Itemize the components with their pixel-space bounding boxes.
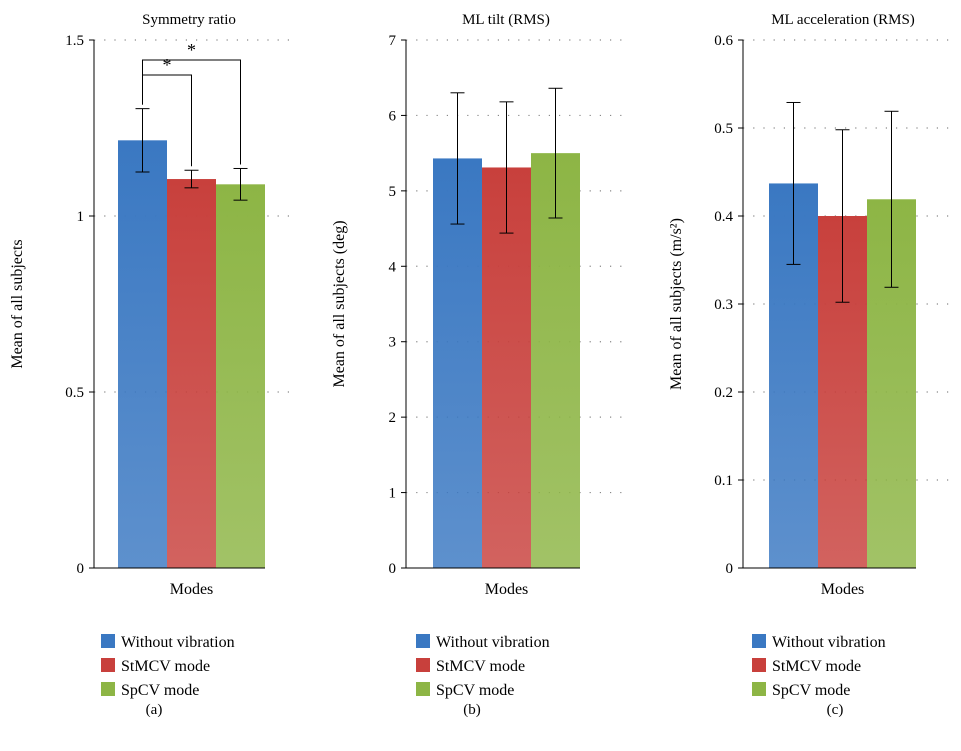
bar xyxy=(482,167,531,568)
legend-swatch xyxy=(101,658,115,672)
legend-label: StMCV mode xyxy=(121,658,210,675)
x-axis-label: Modes xyxy=(821,581,865,598)
panel-b: ML tilt (RMS) 0 1 2 3 4 5 6 7 Modes Mean of all su… xyxy=(331,12,628,718)
y-tick-label: 0.4 xyxy=(714,209,733,225)
panel-c: ML acceleration (RMS) 0 0.1 0.2 0.3 0.4 0.5 0.6… xyxy=(668,12,951,718)
legend-label: SpCV mode xyxy=(436,682,514,699)
y-tick-label: 7 xyxy=(389,33,397,49)
y-tick-label: 4 xyxy=(389,259,397,275)
y-axis-label: Mean of all subjects (m/s²) xyxy=(668,218,685,390)
y-tick-label: 0 xyxy=(389,561,397,577)
x-axis-label: Modes xyxy=(170,581,214,598)
y-axis-label: Mean of all subjects xyxy=(9,239,26,368)
y-tick-label: 1 xyxy=(389,486,397,502)
panel-label: (b) xyxy=(463,702,481,718)
significance-marker: * xyxy=(187,40,196,60)
y-tick-label: 2 xyxy=(389,410,397,426)
y-tick-label: 0 xyxy=(726,561,734,577)
y-tick-label: 1.5 xyxy=(65,33,84,49)
legend-label: StMCV mode xyxy=(436,658,525,675)
y-tick-label: 0.1 xyxy=(714,473,733,489)
legend-label: SpCV mode xyxy=(772,682,850,699)
bar xyxy=(167,179,216,569)
chart-title: Symmetry ratio xyxy=(142,12,236,28)
y-axis-label: Mean of all subjects (deg) xyxy=(331,220,348,387)
legend-label: Without vibration xyxy=(121,634,235,651)
bar xyxy=(531,153,580,568)
legend-swatch xyxy=(101,634,115,648)
legend-label: SpCV mode xyxy=(121,682,199,699)
y-tick-label: 0.5 xyxy=(714,121,733,137)
legend-swatch xyxy=(416,682,430,696)
legend-swatch xyxy=(416,658,430,672)
y-tick-label: 5 xyxy=(389,184,397,200)
legend-swatch xyxy=(101,682,115,696)
legend-swatch xyxy=(752,634,766,648)
bar xyxy=(118,140,167,568)
panel-label: (a) xyxy=(146,702,163,718)
y-tick-label: 1 xyxy=(77,209,85,225)
legend-swatch xyxy=(752,682,766,696)
chart-title: ML acceleration (RMS) xyxy=(771,12,915,28)
y-tick-label: 0 xyxy=(77,561,85,577)
legend-swatch xyxy=(416,634,430,648)
y-tick-label: 0.3 xyxy=(714,297,733,313)
bar xyxy=(433,158,482,568)
legend-label: Without vibration xyxy=(436,634,550,651)
significance-bracket xyxy=(142,59,241,165)
legend-swatch xyxy=(752,658,766,672)
legend-label: StMCV mode xyxy=(772,658,861,675)
y-tick-label: 0.6 xyxy=(714,33,733,49)
y-tick-label: 0.2 xyxy=(714,385,733,401)
bar xyxy=(216,184,265,568)
x-axis-label: Modes xyxy=(485,581,529,598)
chart-title: ML tilt (RMS) xyxy=(462,12,550,28)
significance-marker: * xyxy=(163,55,172,75)
y-tick-label: 3 xyxy=(389,335,397,351)
y-tick-label: 6 xyxy=(389,108,397,124)
panel-label: (c) xyxy=(827,702,844,718)
legend-label: Without vibration xyxy=(772,634,886,651)
y-tick-label: 0.5 xyxy=(65,385,84,401)
panel-a: Symmetry ratio 0 0.5 1 1.5 Modes Mean of all s… xyxy=(9,12,298,718)
